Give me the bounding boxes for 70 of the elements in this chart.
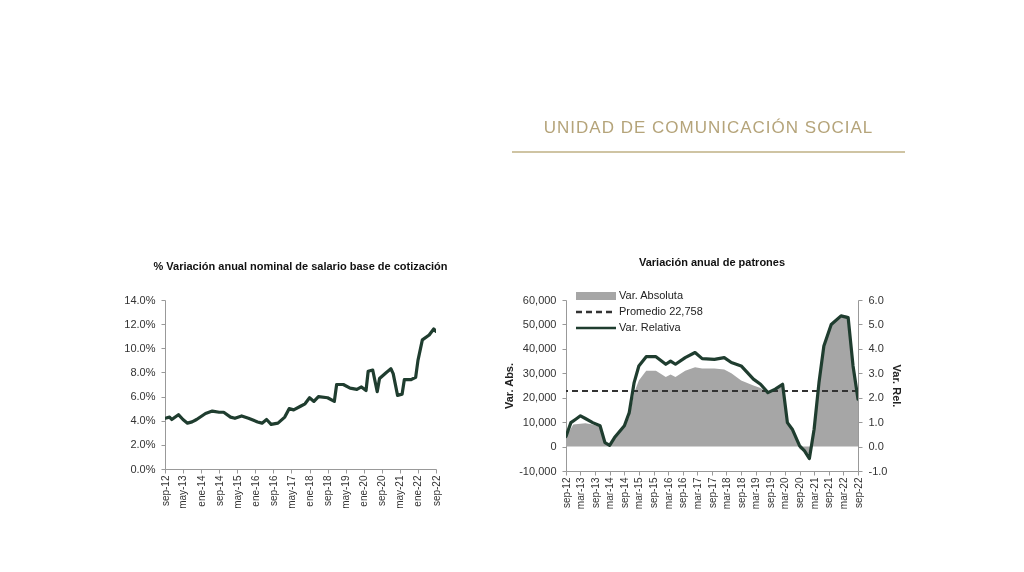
- chart-title: Variación anual de patrones: [638, 256, 786, 268]
- x-tick-label: may-13: [177, 475, 189, 509]
- x-tick-label: sep-20: [794, 477, 806, 509]
- x-tick-label: may-17: [285, 475, 297, 509]
- x-tick-label: sep-12: [560, 477, 572, 509]
- x-tick-label: sep-22: [430, 475, 442, 507]
- y2-tick-label: 6.0: [868, 293, 884, 306]
- x-tick-label: sep-20: [376, 475, 388, 507]
- x-tick-label: mar-14: [604, 477, 616, 510]
- x-tick-label: mar-22: [837, 477, 849, 510]
- x-tick-label: sep-18: [735, 477, 747, 509]
- y2-axis-title: Var. Rel.: [891, 364, 904, 408]
- y2-tick-label: 1.0: [868, 415, 884, 428]
- y-tick-label: 8.0%: [130, 365, 156, 378]
- y-tick-label: -10,000: [519, 464, 557, 477]
- x-tick-label: sep-12: [159, 475, 171, 507]
- line-series: [165, 327, 436, 426]
- x-tick-label: sep-17: [706, 477, 718, 509]
- chart-title: % Variación anual nominal de salario base de cotización: [153, 260, 448, 272]
- x-tick-label: ene-16: [249, 475, 261, 507]
- y2-tick-label: 2.0: [868, 391, 884, 404]
- x-tick-label: mar-18: [720, 477, 732, 510]
- x-tick-label: ene-14: [195, 475, 207, 507]
- x-tick-label: sep-21: [823, 477, 835, 509]
- x-tick-label: may-15: [231, 475, 243, 509]
- y2-tick-label: 5.0: [868, 317, 884, 330]
- y-tick-label: 20,000: [522, 391, 557, 404]
- x-tick-label: sep-16: [677, 477, 689, 509]
- y-tick-label: 14.0%: [124, 293, 156, 306]
- text: UNIDAD DE COMUNICACIÓN SOCIAL: [542, 118, 875, 138]
- y2-tick-label: 3.0: [868, 366, 884, 379]
- y-tick-label: 60,000: [522, 293, 557, 306]
- x-tick-label: ene-20: [358, 475, 370, 507]
- x-tick-label: mar-20: [779, 477, 791, 510]
- x-tick-label: ene-18: [304, 475, 316, 507]
- x-tick-label: sep-14: [618, 477, 630, 509]
- y-tick-label: 50,000: [522, 317, 557, 330]
- x-tick-label: sep-19: [764, 477, 776, 509]
- y-tick-label: 6.0%: [130, 390, 156, 403]
- x-tick-label: sep-14: [213, 475, 225, 507]
- y-tick-label: 30,000: [522, 366, 557, 379]
- x-tick-label: sep-22: [852, 477, 864, 509]
- legend-label: Promedio 22,758: [619, 305, 703, 317]
- y2-tick-label: 4.0: [868, 342, 884, 355]
- y-axis-title: Var. Abs.: [503, 362, 516, 410]
- y-tick-label: 40,000: [522, 342, 557, 355]
- legend-label: Var. Relativa: [619, 321, 682, 333]
- y-tick-label: 2.0%: [130, 438, 156, 451]
- x-tick-label: mar-16: [662, 477, 674, 510]
- y2-tick-label: -1.0: [868, 464, 888, 477]
- x-tick-label: sep-15: [648, 477, 660, 509]
- x-tick-label: ene-22: [412, 475, 424, 507]
- y-tick-label: 4.0%: [130, 414, 156, 427]
- y2-tick-label: 0.0: [868, 440, 884, 453]
- y-tick-label: 10,000: [522, 415, 557, 428]
- x-tick-label: sep-13: [589, 477, 601, 509]
- x-tick-label: mar-21: [808, 477, 820, 510]
- legend-label: Var. Absoluta: [619, 289, 684, 301]
- x-tick-label: sep-18: [322, 475, 334, 507]
- y-tick-label: 12.0%: [124, 317, 156, 330]
- x-tick-label: may-19: [340, 475, 352, 509]
- y-tick-label: 0: [550, 440, 557, 453]
- x-tick-label: mar-15: [633, 477, 645, 510]
- x-tick-label: may-21: [394, 475, 406, 509]
- x-tick-label: mar-13: [574, 477, 586, 510]
- y-tick-label: 10.0%: [124, 341, 156, 354]
- x-tick-label: mar-17: [691, 477, 703, 510]
- x-tick-label: sep-16: [267, 475, 279, 507]
- x-tick-label: mar-19: [750, 477, 762, 510]
- y-tick-label: 0.0%: [130, 462, 156, 475]
